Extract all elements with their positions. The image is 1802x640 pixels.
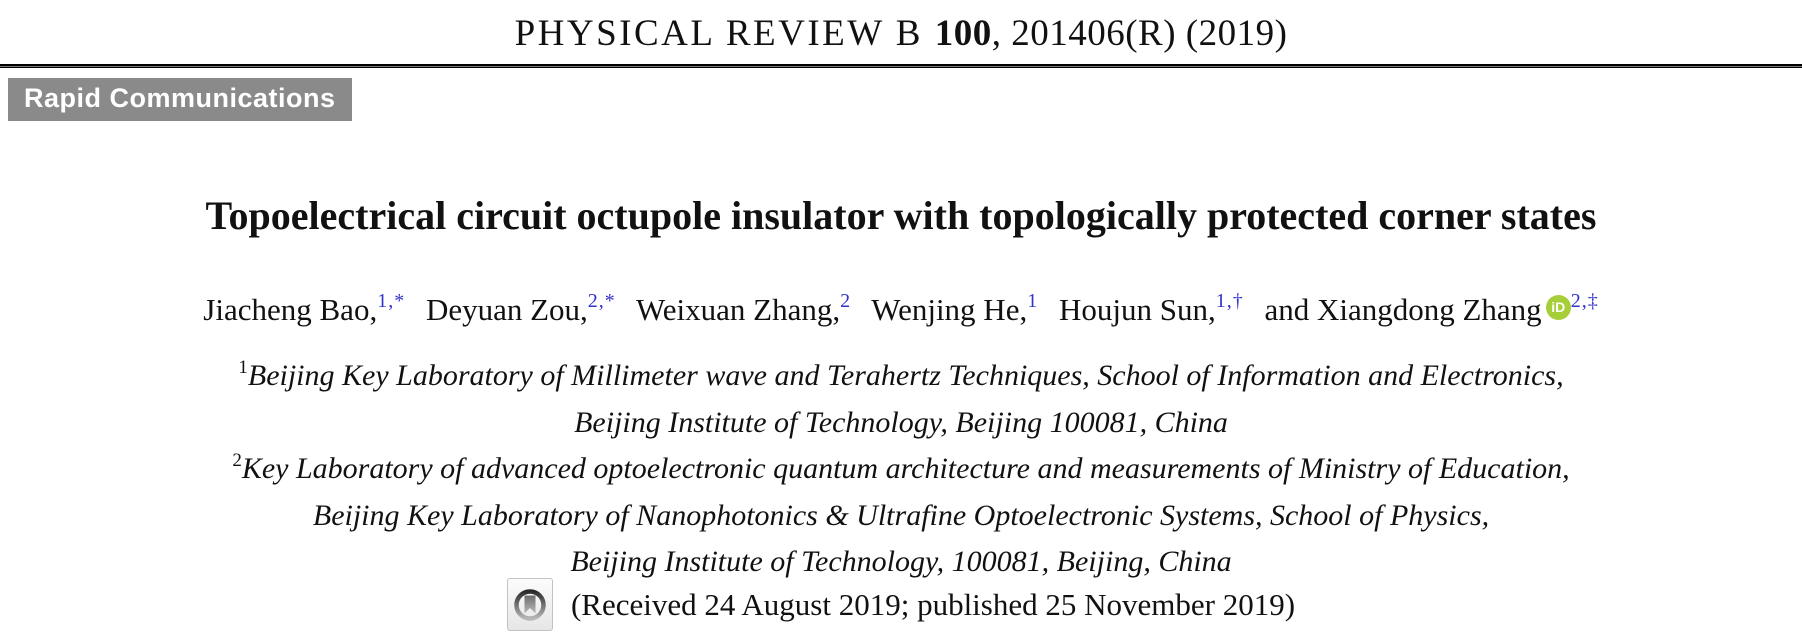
affiliation-line: 1Beijing Key Laboratory of Millimeter wa… [0, 349, 1802, 396]
affiliation-number: 1 [238, 357, 248, 378]
affiliation-line: Beijing Key Laboratory of Nanophotonics … [0, 489, 1802, 536]
received-published-dates: (Received 24 August 2019; published 25 N… [570, 586, 1296, 622]
author-name: Deyuan Zou, [425, 292, 588, 328]
journal-header: PHYSICAL REVIEW B 100, 201406(R) (2019) [0, 12, 1802, 55]
received-row: (Received 24 August 2019; published 25 N… [0, 578, 1802, 631]
header-rule [0, 64, 1802, 68]
affiliation-text: Beijing Key Laboratory of Millimeter wav… [247, 359, 1564, 392]
author: Weixuan Zhang,2 [635, 290, 852, 328]
author-footnote-link[interactable]: 2 [840, 290, 852, 312]
author-footnote-link[interactable]: 1 [1027, 290, 1039, 312]
journal-article-number: , 201406(R) (2019) [991, 13, 1288, 54]
author-footnote-link[interactable]: 1,† [1215, 290, 1244, 312]
author-name: Houjun Sun, [1058, 292, 1216, 328]
author: Jiacheng Bao,1,* [203, 290, 406, 328]
paper-title: Topoelectrical circuit octupole insulato… [205, 193, 1597, 238]
affiliation-text: Beijing Institute of Technology, Beijing… [574, 405, 1228, 439]
author: and Xiangdong Zhang iD 2,‡ [1264, 290, 1599, 328]
affiliations-block: 1Beijing Key Laboratory of Millimeter wa… [0, 349, 1802, 582]
author-name: Weixuan Zhang, [635, 292, 841, 328]
journal-volume: 100 [934, 13, 992, 54]
journal-name: PHYSICAL REVIEW B [514, 13, 935, 54]
orcid-id-icon[interactable]: iD [1545, 295, 1571, 321]
author: Deyuan Zou,2,* [425, 290, 616, 328]
authors-line: Jiacheng Bao,1,* Deyuan Zou,2,* Weixuan … [0, 290, 1802, 328]
affiliation-text: Beijing Key Laboratory of Nanophotonics … [312, 498, 1490, 532]
author-name: Jiacheng Bao, [203, 292, 378, 328]
affiliation-text: Key Laboratory of advanced optoelectroni… [241, 452, 1570, 485]
affiliation-number: 2 [232, 450, 242, 471]
author: Houjun Sun,1,† [1058, 290, 1244, 328]
author-footnote-link[interactable]: 1,* [377, 290, 406, 312]
bookmark-badge-icon[interactable] [506, 578, 553, 631]
author-footnote-link[interactable]: 2,‡ [1570, 290, 1599, 312]
rapid-communications-badge: Rapid Communications [8, 78, 352, 121]
affiliation-line: Beijing Institute of Technology, 100081,… [0, 535, 1802, 582]
author-footnote-link[interactable]: 2,* [587, 290, 616, 312]
author-name: Wenjing He, [871, 292, 1028, 328]
bookmark-badge-glyph [514, 588, 546, 621]
affiliation-text: Beijing Institute of Technology, 100081,… [570, 545, 1232, 578]
author: Wenjing He,1 [871, 290, 1039, 328]
affiliation-line: Beijing Institute of Technology, Beijing… [0, 396, 1802, 443]
author-name: and Xiangdong Zhang [1264, 292, 1542, 328]
affiliation-line: 2Key Laboratory of advanced optoelectron… [0, 442, 1802, 489]
